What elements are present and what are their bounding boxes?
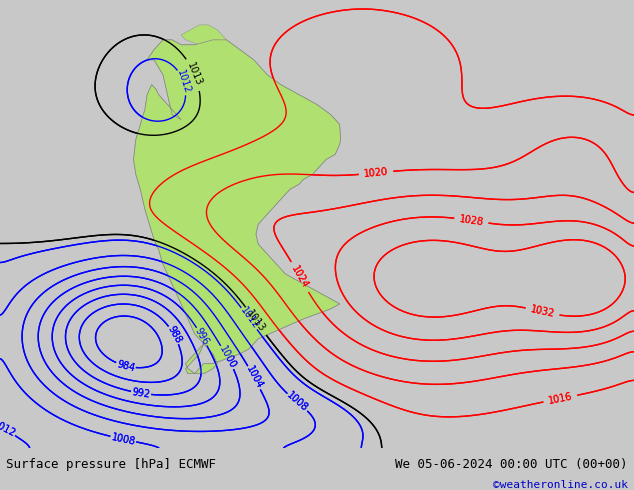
Text: 1012: 1012	[238, 306, 261, 332]
Text: 1012: 1012	[0, 418, 17, 439]
Text: 984: 984	[115, 359, 136, 373]
Text: Surface pressure [hPa] ECMWF: Surface pressure [hPa] ECMWF	[6, 458, 216, 471]
Text: 1024: 1024	[289, 264, 310, 290]
Text: 1013: 1013	[185, 61, 204, 88]
Text: 992: 992	[131, 387, 151, 399]
Text: 984: 984	[115, 359, 136, 373]
Text: 1008: 1008	[110, 432, 136, 447]
Text: 996: 996	[193, 326, 211, 347]
Text: 1016: 1016	[547, 392, 573, 406]
Text: 1008: 1008	[285, 391, 310, 414]
Text: We 05-06-2024 00:00 UTC (00+00): We 05-06-2024 00:00 UTC (00+00)	[395, 458, 628, 471]
Text: 1012: 1012	[175, 69, 192, 96]
Text: 1013: 1013	[185, 61, 204, 88]
Text: 1008: 1008	[110, 432, 136, 447]
Text: 1004: 1004	[244, 365, 264, 391]
Text: 992: 992	[131, 387, 151, 399]
Text: 996: 996	[193, 326, 211, 347]
Text: 1020: 1020	[363, 167, 389, 179]
Text: 1020: 1020	[363, 167, 389, 179]
Text: 1000: 1000	[217, 344, 238, 370]
Text: 1012: 1012	[238, 306, 261, 332]
Text: 1012: 1012	[0, 418, 17, 439]
Text: 1028: 1028	[458, 214, 484, 227]
Text: 1008: 1008	[285, 391, 310, 414]
Text: 1024: 1024	[289, 264, 310, 290]
Text: 1016: 1016	[547, 392, 573, 406]
Text: 1004: 1004	[244, 365, 264, 391]
Text: 988: 988	[165, 324, 183, 345]
Text: 1032: 1032	[529, 304, 555, 319]
Text: 1032: 1032	[529, 304, 555, 319]
Polygon shape	[181, 25, 226, 45]
Text: 1028: 1028	[458, 214, 484, 227]
Text: 1013: 1013	[245, 308, 267, 334]
Text: 1000: 1000	[217, 344, 238, 370]
Polygon shape	[134, 40, 340, 374]
Text: 1013: 1013	[245, 308, 267, 334]
Text: 1012: 1012	[175, 69, 192, 96]
Text: 988: 988	[165, 324, 183, 345]
Polygon shape	[134, 40, 340, 374]
Text: ©weatheronline.co.uk: ©weatheronline.co.uk	[493, 480, 628, 490]
